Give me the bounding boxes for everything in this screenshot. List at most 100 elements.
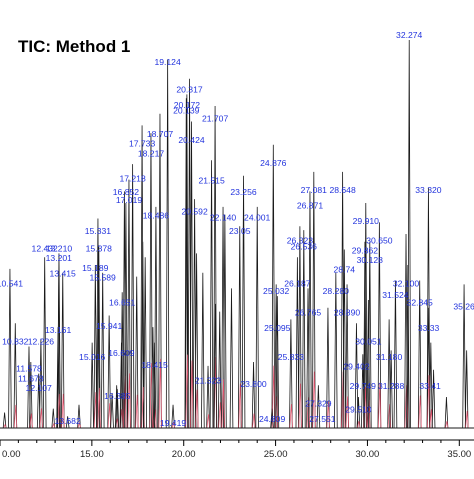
peak-label: 27.551 [309, 414, 336, 424]
overlay-peak [39, 408, 43, 429]
peak-label: 16.385 [104, 391, 131, 401]
chromatogram-peak [90, 342, 94, 429]
trace-layer [0, 39, 474, 429]
chromatogram-peak [431, 369, 436, 429]
peak-label: 23.800 [240, 379, 267, 389]
peak-label: 18.486 [143, 210, 170, 220]
peak-label: 26.536 [291, 242, 318, 252]
peak-label: 23.05 [229, 226, 251, 236]
peak-label: 32.100 [393, 278, 420, 288]
chromatogram-peak [429, 342, 433, 429]
chromatogram-peak [100, 272, 105, 429]
chromatogram-peak [171, 404, 175, 429]
chromatogram-peak [60, 272, 65, 429]
chromatogram-peak [326, 307, 330, 429]
peak-label: 26.871 [297, 201, 324, 211]
chromatogram-peak [444, 396, 449, 429]
peak-label: 33.320 [415, 185, 442, 195]
peak-label: 25.833 [278, 352, 305, 362]
overlay-peak [206, 414, 210, 429]
chromatogram-peak [298, 226, 302, 429]
x-tick-label: 0.00 [2, 449, 21, 460]
peak-label: 31.180 [376, 352, 403, 362]
peak-label: 15.016 [79, 352, 106, 362]
peak-label: 20.424 [178, 135, 205, 145]
chromatogram-peak [2, 412, 7, 429]
chromatogram-peak [158, 113, 162, 429]
overlay-peak [97, 387, 101, 429]
chromatogram-peak [57, 253, 61, 429]
chromatogram-peak [65, 416, 70, 429]
chromatogram-peak [8, 268, 12, 429]
overlay-peak [271, 365, 276, 429]
chromatogram-peak [334, 272, 338, 429]
chromatogram-peak [42, 257, 47, 429]
overlay-peak [3, 423, 7, 429]
chromatogram-peak [251, 362, 256, 429]
peak-label: 23.256 [230, 187, 257, 197]
peak-label: 33.41 [419, 381, 441, 391]
x-tick-label: 35.00 [447, 449, 471, 460]
overlay-peak [158, 358, 162, 429]
overlay-peak [418, 395, 422, 429]
overlay-peak [171, 421, 175, 429]
chromatogram-peak [114, 385, 119, 429]
peak-label: 10.541 [0, 278, 23, 288]
peak-label: 16.609 [108, 348, 135, 358]
chromatogram-peak [97, 245, 101, 429]
chromatogram-peak [316, 385, 321, 429]
peak-label: 15.189 [82, 263, 109, 273]
chromatogram-peak [152, 342, 157, 429]
peak-label: 12.432 [32, 243, 59, 253]
peak-label: 24.809 [259, 414, 286, 424]
chromatogram-peak [149, 133, 153, 429]
peak-label: 29.402 [343, 362, 370, 372]
overlay-peak [107, 403, 112, 429]
peak-label: 26.323 [287, 236, 314, 246]
peak-label: 20.592 [181, 207, 208, 217]
overlay-peak [377, 382, 382, 429]
peak-label: 21.323 [195, 375, 222, 385]
overlay-peak [127, 373, 131, 429]
x-axis: 0.00 15.00 20.00 25.00 30.00 35.00 [0, 439, 474, 460]
overlay-peak [252, 413, 256, 429]
overlay-peak [312, 371, 316, 429]
peak-label: 29.749 [350, 381, 377, 391]
peak-label: 15.589 [90, 273, 117, 283]
peak-label: 13.415 [50, 269, 77, 279]
peak-label: 29.862 [352, 245, 379, 255]
chromatogram-peak [389, 350, 393, 429]
x-tick-label: 15.00 [80, 449, 104, 460]
overlay-peak [444, 421, 449, 429]
peak-label: 24.876 [260, 158, 287, 168]
chromatogram-peak [29, 362, 33, 429]
peak-label: 13.161 [45, 325, 72, 335]
chromatogram-peak [201, 272, 205, 429]
peak-label: 18.217 [138, 148, 165, 158]
peak-label: 31.288 [378, 381, 405, 391]
overlay-peak [326, 401, 330, 429]
overlay-peak [51, 422, 56, 429]
peak-label: 16.651 [109, 298, 136, 308]
chromatogram-peak [241, 175, 246, 429]
peak-label: 15.378 [86, 243, 113, 253]
overlay-peak [356, 421, 361, 429]
peak-label: 35.26 [453, 302, 474, 312]
peak-label: 17.733 [129, 139, 156, 149]
chromatogram-peak [406, 265, 410, 429]
peak-label: 30.051 [355, 337, 382, 347]
chromatogram-peak [377, 222, 382, 429]
peak-label: 19.124 [154, 57, 181, 67]
overlay-peak [153, 409, 157, 429]
chromatogram-peak [407, 39, 412, 429]
chromatogram-peak [366, 299, 371, 429]
chromatogram-peak [134, 276, 139, 429]
chromatogram-peak [96, 218, 100, 429]
chromatogram-peak [127, 179, 131, 429]
chromatogram-peak [274, 284, 278, 429]
overlay-peak [387, 404, 392, 429]
chromatogram-peak [165, 59, 170, 429]
peak-label: 29.910 [353, 216, 380, 226]
